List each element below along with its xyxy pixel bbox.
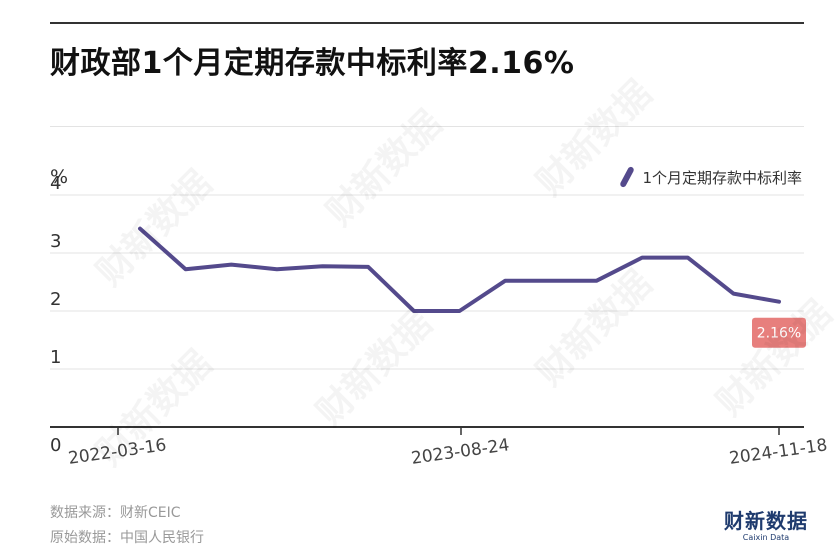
origin-note: 原始数据：中国人民银行 [50, 530, 204, 546]
brand-name: 财新数据 [724, 509, 808, 533]
line-chart: 0 1 2 3 4 2022-03-16 2023-08-24 2024-11-18 2.16% [50, 173, 829, 469]
series-line [138, 226, 781, 313]
title-divider [50, 126, 804, 127]
legend-label: 1个月定期存款中标利率 [642, 168, 802, 187]
end-value-badge [752, 317, 806, 348]
top-rule [50, 22, 804, 24]
y-tick-label: 0 [50, 435, 61, 456]
end-value-label: 2.16% [757, 326, 801, 342]
y-tick-label: 1 [50, 347, 61, 368]
x-tick-label: 2023-08-24 [410, 435, 511, 469]
x-tick-label: 2024-11-18 [728, 435, 829, 469]
chart-title: 财政部1个月定期存款中标利率2.16% [50, 46, 575, 81]
brand-logo: 财新数据 Caixin Data [724, 505, 808, 542]
y-tick-label: 3 [50, 231, 61, 252]
y-tick-label: 2 [50, 289, 61, 310]
y-axis-unit: % [50, 166, 69, 188]
legend: 1个月定期存款中标利率 [619, 165, 802, 189]
y-tick-label: 4 [50, 173, 61, 194]
brand-sub: Caixin Data [742, 533, 790, 542]
x-tick-label: 2022-03-16 [67, 435, 168, 469]
source-note: 数据来源：财新CEIC [50, 505, 181, 521]
